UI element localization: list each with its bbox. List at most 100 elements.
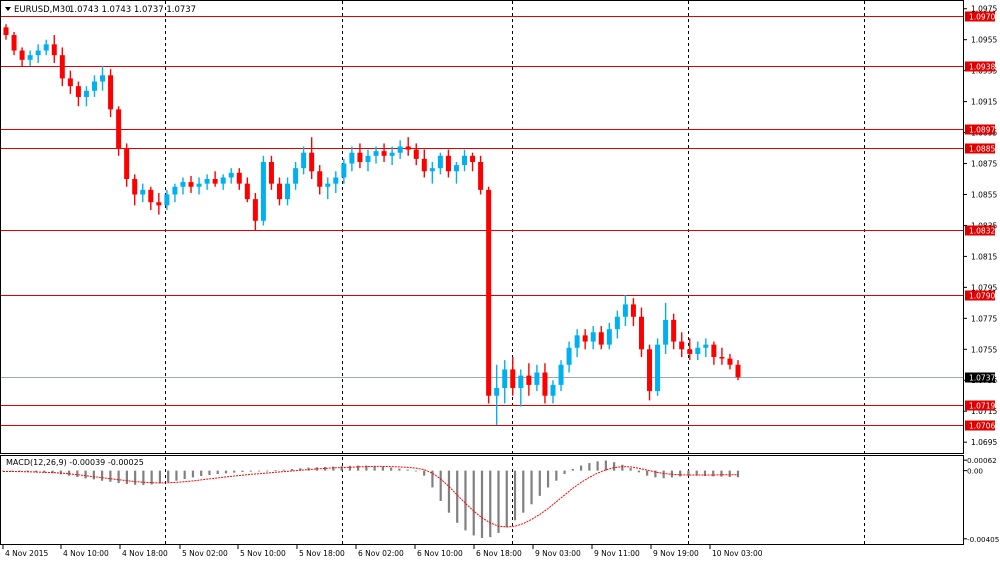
macd-bar (142, 470, 145, 485)
candle (252, 192, 258, 231)
macd-bar (373, 465, 376, 471)
candle (11, 31, 17, 56)
candle-body (260, 161, 266, 221)
candle-body (389, 152, 395, 156)
candle-body (429, 168, 435, 172)
candle-body (590, 332, 596, 342)
triangle-down-icon[interactable] (5, 7, 11, 11)
macd-bar (720, 470, 723, 477)
candle (91, 75, 97, 97)
candle (188, 175, 194, 193)
candle (671, 313, 677, 350)
candle-body (534, 372, 540, 385)
macd-bar (563, 470, 566, 474)
candle-body (204, 179, 210, 184)
candle-body (526, 375, 532, 385)
candle (413, 143, 419, 166)
candle-body (333, 177, 339, 184)
candle (719, 347, 725, 365)
candle-body (228, 172, 234, 178)
candle-body (220, 177, 226, 184)
candle-body (510, 369, 516, 388)
macd-signal-polyline (3, 465, 738, 528)
candle-body (638, 316, 644, 350)
candle (711, 341, 717, 365)
candle (19, 47, 25, 67)
candle (220, 174, 226, 190)
level-badge-label: 1.0897 (969, 126, 995, 135)
candle (453, 161, 459, 184)
candle-body (502, 369, 508, 388)
macd-bar (10, 470, 13, 472)
time-tick-label: 6 Nov 10:00 (417, 549, 463, 558)
candle-body (405, 146, 411, 150)
candle (108, 69, 114, 118)
macd-bar (51, 470, 54, 474)
candle-body (236, 172, 242, 184)
candle-body (566, 347, 572, 365)
time-tick-label: 9 Nov 03:00 (535, 549, 581, 558)
price-tick-label: 1.0955 (971, 36, 997, 45)
candle-body (381, 151, 387, 156)
macd-bar (390, 467, 393, 471)
candle-body (494, 387, 500, 396)
candle-body (542, 372, 548, 396)
candle (301, 146, 307, 175)
candle-body (453, 165, 459, 172)
macd-bar (241, 470, 244, 472)
macd-bar (109, 470, 112, 482)
candle-body (100, 75, 106, 82)
candle-body (148, 189, 154, 203)
candle-body (703, 344, 709, 348)
candle (695, 341, 701, 361)
candle (518, 369, 524, 407)
macd-bar (654, 470, 657, 478)
candle (526, 363, 532, 396)
candle (598, 326, 604, 350)
candle-body (397, 146, 403, 153)
macd-bar (406, 469, 409, 471)
candle-body (43, 44, 49, 51)
candle (51, 35, 57, 63)
candle (260, 155, 266, 226)
macd-bar (613, 462, 616, 471)
macd-bar (290, 468, 294, 471)
candle-body (518, 375, 524, 388)
price-tick-label: 1.0855 (971, 190, 997, 199)
candle-body (622, 304, 628, 317)
candle-body (124, 148, 130, 180)
candle (156, 192, 162, 215)
horizontal-levels[interactable]: 1.09701.09381.08971.08851.08321.07901.07… (1, 11, 995, 431)
level-badge-label: 1.0790 (969, 292, 995, 301)
candle-body (3, 27, 9, 36)
level-badge (965, 143, 995, 154)
macd-bar (472, 470, 475, 536)
macd-bar (728, 470, 731, 478)
candle (276, 177, 282, 206)
macd-bar (637, 470, 640, 473)
candle-body (180, 182, 186, 187)
time-axis: 4 Nov 2015 4 Nov 10:00 4 Nov 18:00 5 Nov 02… (2, 545, 763, 558)
candlestick-series (3, 24, 741, 426)
candle (574, 329, 580, 358)
macd-bar (34, 470, 38, 473)
candle (164, 189, 170, 210)
candle (494, 364, 500, 426)
macd-bar (456, 470, 459, 523)
level-badge (965, 61, 995, 72)
price-tick-label: 1.0975 (971, 5, 997, 14)
macd-bar (398, 468, 401, 471)
candle-body (437, 155, 443, 169)
current-price-line: 1.0737 (1, 372, 995, 383)
macd-bar (167, 470, 170, 483)
candle-body (598, 332, 604, 345)
candle (309, 137, 315, 180)
level-badge-label: 1.0706 (969, 422, 995, 431)
macd-bar (596, 461, 599, 471)
macd-bar (588, 463, 591, 471)
candle-body (462, 155, 468, 166)
macd-bar (59, 470, 62, 475)
macd-bar (604, 460, 607, 471)
